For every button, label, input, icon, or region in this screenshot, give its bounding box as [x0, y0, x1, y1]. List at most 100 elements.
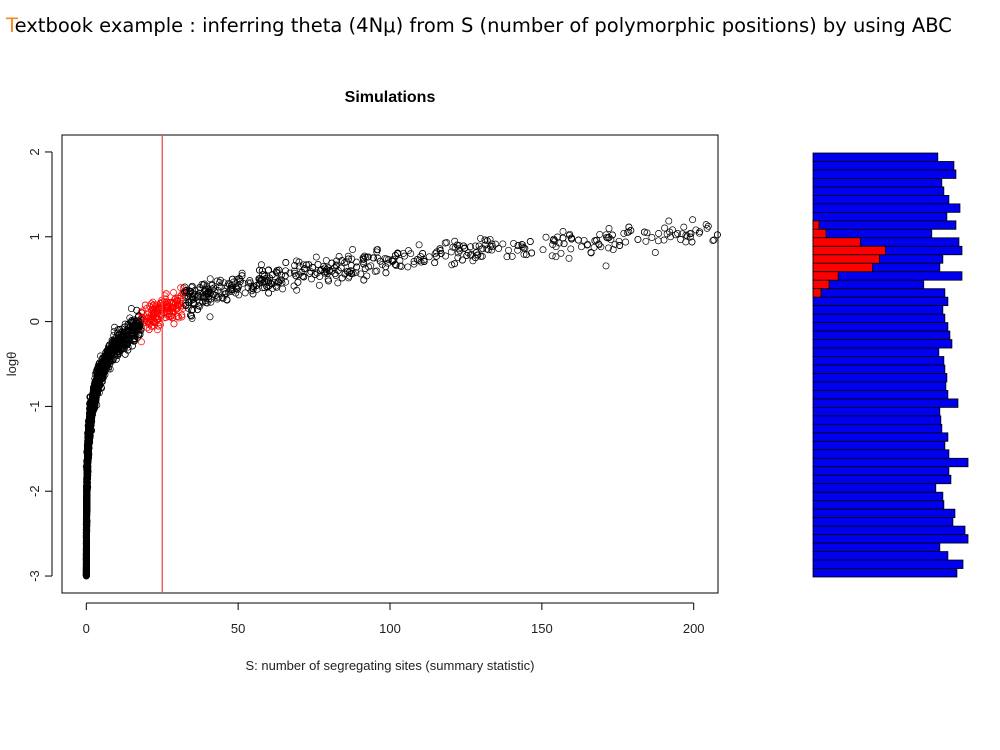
- rejected-point: [634, 235, 642, 243]
- rejected-point: [410, 260, 418, 268]
- x-axis: 0 50 100 150 200: [83, 602, 705, 636]
- rejected-point: [596, 230, 604, 238]
- prior-bar: [812, 440, 946, 451]
- rejected-point: [133, 306, 141, 314]
- rejected-point: [305, 261, 313, 269]
- rejected-point: [97, 383, 105, 391]
- rejected-point: [238, 269, 246, 277]
- accepted-point: [150, 309, 158, 317]
- rejected-point: [299, 261, 307, 269]
- rejected-point: [352, 258, 360, 266]
- posterior-histogram: [812, 152, 969, 578]
- rejected-point: [607, 236, 615, 243]
- prior-bar: [812, 390, 949, 400]
- prior-bar: [812, 534, 969, 544]
- rejected-point: [108, 342, 116, 350]
- plot-frame: [61, 134, 719, 594]
- prior-bar: [812, 423, 943, 434]
- rejected-point: [274, 278, 282, 286]
- rejected-point: [187, 311, 194, 319]
- prior-bar: [812, 449, 950, 459]
- rejected-point: [683, 232, 691, 240]
- prior-bar: [812, 491, 944, 502]
- y-tick-label: -2: [27, 485, 42, 497]
- rejected-point: [89, 393, 97, 401]
- rejected-point: [275, 279, 283, 287]
- rejected-point: [193, 293, 201, 301]
- rejected-point: [100, 360, 108, 368]
- rejected-point: [404, 263, 412, 271]
- rejected-point: [194, 306, 201, 314]
- rejected-point: [83, 499, 91, 507]
- rejected-point: [665, 217, 673, 225]
- rejected-point: [215, 283, 223, 291]
- rejected-point: [603, 233, 611, 241]
- prior-bar: [812, 517, 954, 527]
- rejected-point: [302, 261, 310, 269]
- rejected-point: [688, 238, 696, 246]
- rejected-point: [483, 245, 491, 253]
- rejected-point: [325, 277, 332, 285]
- rejected-point: [542, 233, 550, 241]
- prior-bar: [812, 500, 945, 510]
- rejected-point: [202, 287, 210, 295]
- rejected-point: [625, 223, 633, 231]
- rejected-point: [84, 455, 92, 463]
- prior-bar: [812, 178, 943, 188]
- rejected-point: [124, 331, 132, 339]
- rejected-point: [99, 371, 107, 379]
- rejected-point: [704, 222, 712, 230]
- rejected-point: [94, 365, 102, 373]
- rejected-point: [188, 282, 196, 290]
- rejected-point: [321, 269, 329, 277]
- rejected-point: [461, 244, 469, 252]
- rejected-point: [333, 257, 341, 265]
- prior-bar: [812, 381, 947, 391]
- rejected-point: [360, 276, 368, 284]
- rejected-point: [345, 255, 352, 263]
- rejected-point: [190, 300, 198, 308]
- prior-bar: [812, 415, 942, 425]
- rejected-point: [134, 317, 142, 325]
- prior-bar: [812, 568, 958, 578]
- rejected-point: [244, 283, 252, 291]
- accepted-point: [152, 312, 160, 320]
- prior-bar: [812, 508, 956, 519]
- prior-bar: [812, 559, 964, 569]
- rejected-point: [83, 463, 91, 471]
- rejected-point: [236, 278, 244, 285]
- rejected-point: [338, 257, 346, 265]
- rejected-point: [605, 225, 613, 232]
- prior-bar: [812, 525, 966, 535]
- rejected-point: [713, 231, 721, 239]
- rejected-point: [83, 523, 91, 531]
- y-axis: -3 -2 -1 0 1 2: [27, 148, 53, 582]
- rejected-point: [686, 233, 694, 241]
- rejected-point: [291, 269, 299, 277]
- rejected-point: [127, 305, 135, 312]
- rejected-point: [549, 241, 557, 248]
- rejected-point: [90, 392, 98, 400]
- rejected-point: [258, 267, 266, 275]
- rejected-point: [425, 253, 433, 261]
- accepted-point: [162, 290, 170, 298]
- prior-bar: [812, 322, 949, 332]
- prior-bar: [812, 169, 957, 179]
- rejected-point: [86, 417, 94, 425]
- accepted-point: [168, 300, 176, 308]
- rejected-point: [620, 229, 628, 237]
- rejected-point: [678, 230, 686, 238]
- slide-title-text: extbook example : inferring theta (4Nμ) …: [14, 14, 952, 37]
- rejected-point: [392, 261, 400, 269]
- rejected-point: [587, 249, 595, 257]
- rejected-point: [83, 494, 91, 502]
- rejected-point: [383, 255, 391, 263]
- rejected-point: [217, 283, 225, 291]
- rejected-point: [253, 285, 261, 293]
- x-tick-label: 200: [683, 621, 705, 636]
- rejected-point: [83, 482, 91, 490]
- rejected-point: [223, 296, 231, 304]
- rejected-point: [311, 271, 319, 278]
- rejected-point: [574, 236, 582, 244]
- rejected-point: [324, 264, 332, 272]
